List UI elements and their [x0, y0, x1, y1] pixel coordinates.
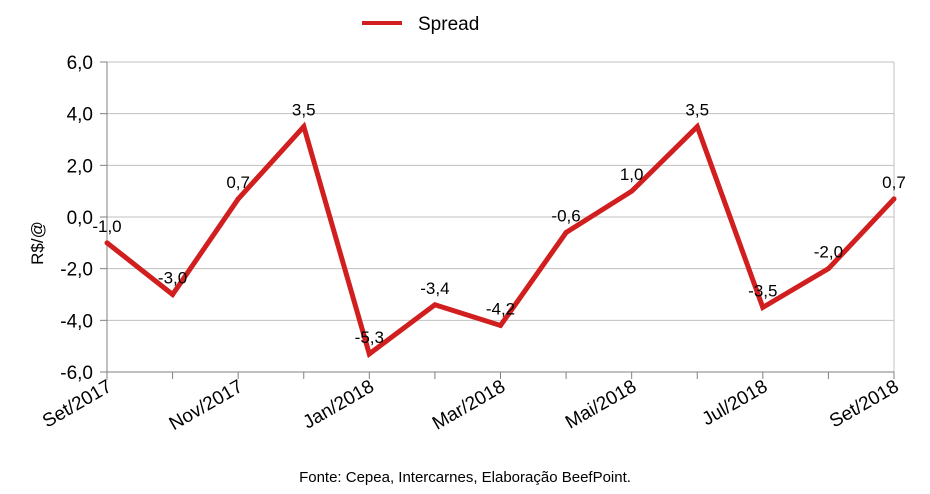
data-point — [825, 266, 831, 272]
x-tick-label: Mar/2018 — [429, 376, 509, 434]
data-label: -5,3 — [355, 328, 384, 347]
y-tick-label: -4,0 — [60, 311, 93, 332]
data-point — [235, 196, 241, 202]
x-tick-label: Set/2017 — [39, 376, 115, 432]
y-tick-label: -6,0 — [60, 363, 93, 384]
y-tick-labels: 6,0 4,0 2,0 0,0 -2,0 -4,0 -6,0 — [60, 53, 93, 384]
data-label: 3,5 — [292, 101, 316, 120]
data-label: -3,0 — [158, 269, 187, 288]
axes — [100, 61, 895, 380]
data-label: -2,0 — [814, 243, 843, 262]
x-tick-labels: Set/2017 Nov/2017 Jan/2018 Mar/2018 Mai/2018… — [39, 376, 902, 435]
y-tick-label: 6,0 — [67, 53, 93, 74]
data-label: 0,7 — [226, 173, 250, 192]
data-point — [301, 124, 307, 130]
data-point — [104, 240, 110, 246]
series-line-spread — [105, 121, 896, 359]
data-label: 3,5 — [685, 101, 709, 120]
data-label: -0,6 — [551, 207, 580, 226]
x-tick-label: Mai/2018 — [562, 376, 640, 433]
data-point — [498, 323, 503, 328]
data-labels: -1,0 -3,0 0,7 3,5 -5,3 -3,4 -4,2 -0,6 1,0 3,5 -3,5… — [92, 101, 905, 347]
x-tick-label: Set/2018 — [826, 376, 902, 432]
data-label: -3,4 — [420, 279, 449, 298]
data-point — [432, 302, 438, 308]
legend: Spread — [362, 14, 479, 35]
data-label: -4,2 — [486, 300, 515, 319]
data-point — [891, 196, 897, 202]
series-spread — [104, 121, 897, 359]
data-label: 1,0 — [620, 165, 644, 184]
y-tick-label: -2,0 — [60, 260, 93, 281]
data-point — [563, 230, 569, 235]
y-tick-label: 0,0 — [67, 208, 93, 229]
data-label: -1,0 — [92, 217, 121, 236]
data-label: -3,5 — [748, 281, 777, 300]
x-tick-label: Nov/2017 — [166, 376, 247, 435]
y-tick-label: 4,0 — [67, 105, 93, 126]
x-tick-label: Jan/2018 — [300, 376, 378, 433]
data-point — [629, 188, 635, 194]
y-axis-label: R$/@ — [28, 221, 47, 265]
y-tick-label: 2,0 — [67, 156, 93, 177]
source-note: Fonte: Cepea, Intercarnes, Elaboração Be… — [299, 469, 631, 486]
data-point — [760, 304, 766, 310]
data-point — [170, 292, 176, 297]
legend-label-spread: Spread — [418, 14, 479, 35]
data-label: 0,7 — [882, 173, 906, 192]
x-tick-label: Jul/2018 — [699, 376, 772, 430]
data-point — [366, 351, 372, 357]
data-point — [694, 124, 700, 130]
